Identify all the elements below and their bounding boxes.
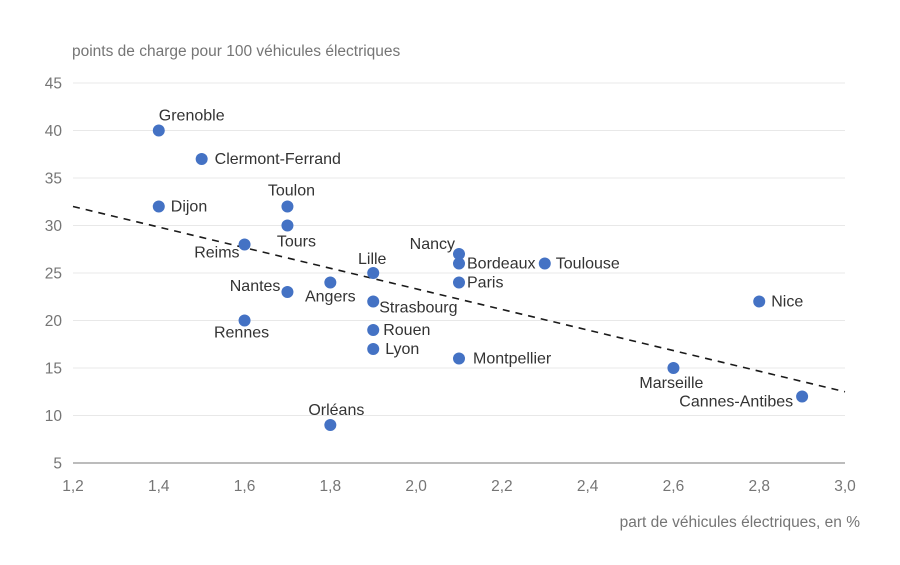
x-tick-label-1-2: 1,2 <box>62 478 84 495</box>
x-tick-label-1-6: 1,6 <box>234 478 256 495</box>
point-angers <box>324 276 337 289</box>
city-label-nice: Nice <box>771 294 803 311</box>
y-tick-label-5: 5 <box>53 456 62 473</box>
point-grenoble <box>152 124 165 137</box>
x-tick-label-3-0: 3,0 <box>834 478 856 495</box>
point-tours <box>281 219 294 232</box>
point-nantes <box>281 286 294 298</box>
city-label-paris: Paris <box>467 275 503 292</box>
point-marseille <box>667 362 680 374</box>
point-toulon <box>281 200 294 213</box>
point-montpellier <box>453 352 465 365</box>
city-label-bordeaux: Bordeaux <box>467 256 536 273</box>
y-tick-label-45: 45 <box>45 76 62 93</box>
city-label-angers: Angers <box>305 289 356 306</box>
y-tick-label-40: 40 <box>45 123 63 140</box>
chart-title: points de charge pour 100 véhicules élec… <box>72 43 401 60</box>
point-clermont-ferrand <box>195 153 208 165</box>
city-label-clermont-ferrand: Clermont-Ferrand <box>215 151 341 168</box>
trend-line <box>72 205 846 393</box>
x-tick-label-1-4: 1,4 <box>148 478 170 495</box>
point-nancy <box>453 248 465 260</box>
city-label-strasbourg: Strasbourg <box>379 300 457 317</box>
point-nice <box>753 295 766 308</box>
point-strasbourg <box>367 295 380 308</box>
city-label-montpellier: Montpellier <box>473 351 552 368</box>
y-tick-label-35: 35 <box>45 171 62 188</box>
point-toulouse <box>538 257 551 270</box>
point-rouen <box>367 324 380 336</box>
city-label-nantes: Nantes <box>230 278 281 295</box>
point-lyon <box>367 343 380 355</box>
point-reims <box>238 238 251 251</box>
city-label-nancy: Nancy <box>410 236 455 253</box>
city-label-grenoble: Grenoble <box>159 108 225 125</box>
x-tick-label-2-2: 2,2 <box>491 478 513 495</box>
x-tick-label-2-0: 2,0 <box>405 478 427 495</box>
city-label-cannes-antibes: Cannes-Antibes <box>679 394 793 411</box>
point-lille <box>367 267 380 279</box>
y-tick-label-30: 30 <box>45 218 63 235</box>
city-label-lyon: Lyon <box>385 341 419 358</box>
point-rennes <box>238 314 251 327</box>
x-tick-label-2-6: 2,6 <box>663 478 685 495</box>
y-tick-label-10: 10 <box>45 408 63 425</box>
point-cannes-antibes <box>796 390 809 403</box>
y-tick-label-25: 25 <box>45 266 62 283</box>
city-label-tours: Tours <box>277 234 316 251</box>
city-label-toulon: Toulon <box>268 183 315 200</box>
point-bordeaux <box>453 257 465 270</box>
city-label-rennes: Rennes <box>214 325 269 342</box>
city-label-dijon: Dijon <box>171 199 207 216</box>
x-tick-label-2-4: 2,4 <box>577 478 599 495</box>
city-label-toulouse: Toulouse <box>556 256 620 273</box>
y-tick-label-20: 20 <box>45 313 63 330</box>
city-label-orleans: Orléans <box>308 402 364 419</box>
x-axis-title: part de véhicules électriques, en % <box>619 514 860 531</box>
city-label-lille: Lille <box>358 251 387 268</box>
x-tick-label-2-8: 2,8 <box>748 478 770 495</box>
city-label-rouen: Rouen <box>383 322 430 339</box>
x-tick-label-1-8: 1,8 <box>320 478 342 495</box>
y-tick-label-15: 15 <box>45 361 62 378</box>
point-paris <box>453 276 465 289</box>
city-label-reims: Reims <box>194 245 239 262</box>
point-orleans <box>324 419 337 431</box>
point-dijon <box>152 200 165 213</box>
city-label-marseille: Marseille <box>639 375 703 392</box>
